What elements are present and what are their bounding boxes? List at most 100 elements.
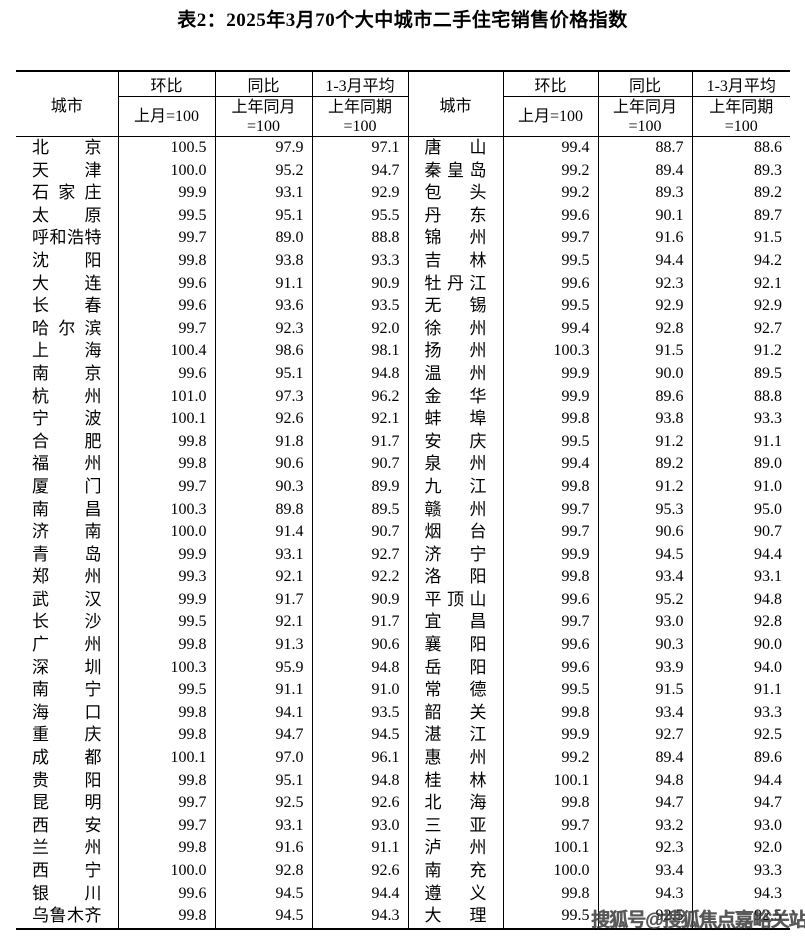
value-cell: 92.8 xyxy=(598,317,693,341)
city-cell: 三亚 xyxy=(408,814,504,838)
value-cell: 99.6 xyxy=(503,656,599,680)
value-cell: 94.7 xyxy=(312,159,409,183)
city-cell: 牡丹江 xyxy=(408,272,504,296)
table-row: 南京 99.6 95.1 94.8 温州 99.9 90.0 89.5 xyxy=(16,362,790,386)
city-cell: 扬州 xyxy=(408,340,504,363)
city-cell: 北京 xyxy=(16,136,119,160)
city-cell: 青岛 xyxy=(16,543,119,567)
city-cell: 襄阳 xyxy=(408,634,504,657)
value-cell: 99.5 xyxy=(503,295,599,318)
value-cell: 100.5 xyxy=(118,136,216,160)
table-row: 西宁 100.0 92.8 92.6 南充 100.0 93.4 93.3 xyxy=(16,860,790,883)
value-cell: 91.1 xyxy=(215,679,313,702)
value-cell: 99.8 xyxy=(118,769,216,793)
value-cell: 99.6 xyxy=(503,204,599,228)
city-cell: 南宁 xyxy=(16,679,119,702)
value-cell: 92.1 xyxy=(754,274,782,292)
value-cell: 99.8 xyxy=(503,566,599,589)
value-cell: 99.2 xyxy=(503,182,599,205)
value-cell: 90.7 xyxy=(312,453,409,476)
value-cell: 99.3 xyxy=(118,566,216,589)
value-cell: 95.5 xyxy=(312,204,409,228)
value-cell: 89.5 xyxy=(312,498,409,522)
value-cell: 94.0 xyxy=(754,658,782,676)
value-cell: 88.6 xyxy=(754,139,782,156)
city-cell: 徐州 xyxy=(408,317,504,341)
city-cell: 无锡 xyxy=(408,295,504,318)
value-cell: 89.7 xyxy=(754,206,782,224)
value-cell: 89.8 xyxy=(215,498,313,522)
value-cell: 91.4 xyxy=(215,521,313,544)
value-cell: 91.1 xyxy=(215,272,313,296)
value-cell: 94.8 xyxy=(312,769,409,793)
value-cell: 92.9 xyxy=(312,182,409,205)
value-cell: 100.0 xyxy=(118,521,216,544)
value-cell: 100.3 xyxy=(118,498,216,522)
value-cell: 90.3 xyxy=(215,475,313,499)
city-cell: 北海 xyxy=(408,792,504,815)
city-cell: 南充 xyxy=(408,860,504,883)
city-cell: 宜昌 xyxy=(408,611,504,635)
value-cell: 94.5 xyxy=(598,543,693,567)
value-cell: 99.2 xyxy=(503,747,599,770)
table-row: 济南 100.0 91.4 90.7 烟台 99.7 90.6 90.7 xyxy=(16,521,790,544)
table-row: 南宁 99.5 91.1 91.0 常德 99.5 91.5 91.1 xyxy=(16,679,790,702)
city-cell: 厦门 xyxy=(16,475,119,499)
city-cell: 银川 xyxy=(16,882,119,906)
table-row: 上海 100.4 98.6 98.1 扬州 100.3 91.5 91.2 xyxy=(16,340,790,363)
value-cell: 90.3 xyxy=(598,634,693,657)
city-cell: 沈阳 xyxy=(16,249,119,273)
value-cell: 99.6 xyxy=(503,272,599,296)
value-cell: 94.8 xyxy=(598,769,693,793)
city-cell: 湛江 xyxy=(408,724,504,748)
city-cell: 长沙 xyxy=(16,611,119,635)
city-cell: 包头 xyxy=(408,182,504,205)
table-row: 呼和浩特 99.7 89.0 88.8 锦州 99.7 91.6 91.5 xyxy=(16,227,790,250)
city-cell: 韶关 xyxy=(408,701,504,725)
value-cell: 93.8 xyxy=(598,408,693,431)
city-cell: 温州 xyxy=(408,362,504,386)
value-cell: 95.1 xyxy=(215,362,313,386)
value-cell: 89.3 xyxy=(754,161,782,179)
value-cell: 92.8 xyxy=(215,860,313,883)
city-cell: 济宁 xyxy=(408,543,504,567)
value-cell: 90.0 xyxy=(754,636,782,654)
value-cell: 99.9 xyxy=(118,543,216,567)
value-cell: 99.8 xyxy=(118,249,216,273)
value-cell: 92.5 xyxy=(215,792,313,815)
value-cell: 99.7 xyxy=(118,814,216,838)
city-cell: 海口 xyxy=(16,701,119,725)
value-cell: 99.5 xyxy=(503,905,599,929)
value-cell: 93.0 xyxy=(312,814,409,838)
value-cell: 95.3 xyxy=(598,498,693,522)
city-cell: 呼和浩特 xyxy=(16,227,119,250)
value-cell: 91.2 xyxy=(754,342,782,360)
value-cell: 94.4 xyxy=(754,545,782,563)
value-cell: 92.7 xyxy=(754,319,782,337)
value-cell: 100.4 xyxy=(118,340,216,363)
city-cell: 岳阳 xyxy=(408,656,504,680)
value-cell: 95.2 xyxy=(215,159,313,183)
table-row: 昆明 99.7 92.5 92.6 北海 99.8 94.7 94.7 xyxy=(16,792,790,815)
value-cell: 91.7 xyxy=(215,588,313,612)
value-cell: 92.6 xyxy=(312,792,409,815)
header-mom-base-left: 上月=100 xyxy=(118,96,216,137)
city-cell: 金华 xyxy=(408,385,504,409)
value-cell: 95.1 xyxy=(215,204,313,228)
value-cell: 99.8 xyxy=(503,475,599,499)
city-cell: 洛阳 xyxy=(408,566,504,589)
value-cell: 99.7 xyxy=(503,611,599,635)
value-cell: 91.7 xyxy=(312,611,409,635)
value-cell: 99.8 xyxy=(118,453,216,476)
table-row: 贵阳 99.8 95.1 94.8 桂林 100.1 94.8 94.4 xyxy=(16,769,790,793)
header-row-sub: 上月=100 上年同月 =100 上年同期 =100 上月=100 上年同月 =… xyxy=(16,96,790,137)
city-cell: 西宁 xyxy=(16,860,119,883)
value-cell: 94.8 xyxy=(312,656,409,680)
value-cell: 91.0 xyxy=(312,679,409,702)
value-cell: 92.2 xyxy=(312,566,409,589)
value-cell: 88.8 xyxy=(754,387,782,405)
value-cell: 92.5 xyxy=(598,905,693,929)
city-cell: 烟台 xyxy=(408,521,504,544)
value-cell: 97.0 xyxy=(215,747,313,770)
city-cell: 安庆 xyxy=(408,430,504,454)
